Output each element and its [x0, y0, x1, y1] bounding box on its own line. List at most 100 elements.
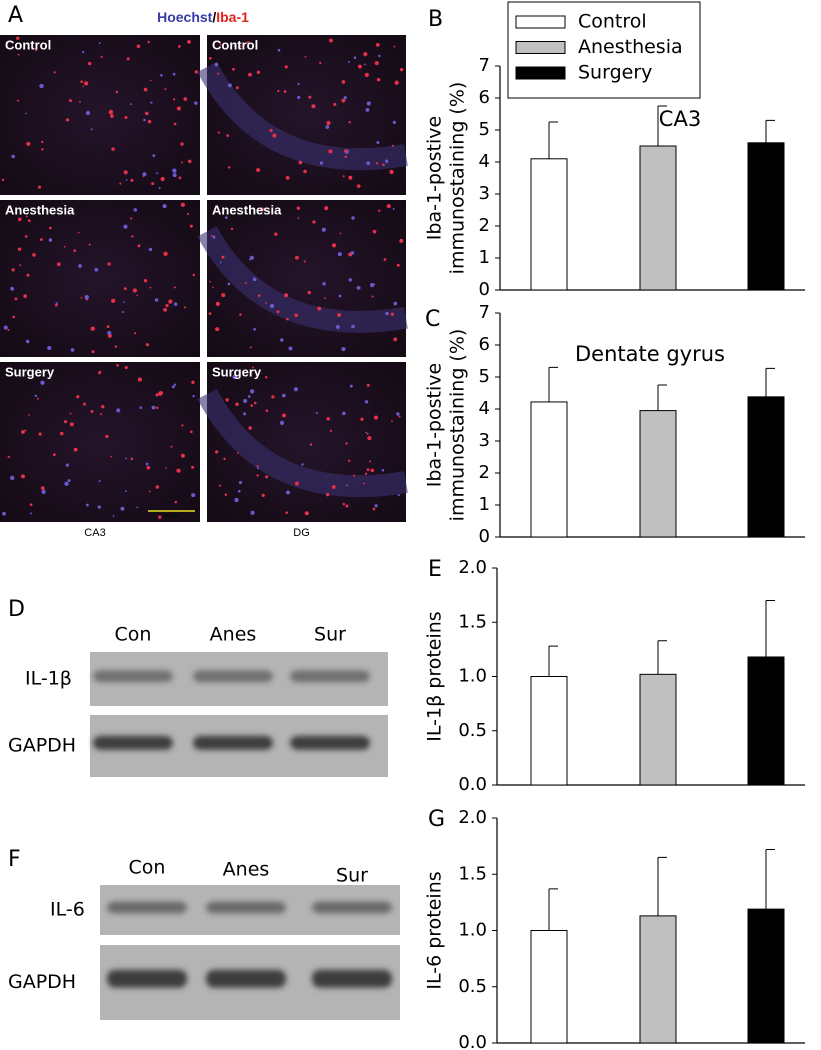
- micrograph: [0, 200, 200, 357]
- cell: [363, 482, 365, 485]
- y-tick-label: 5: [479, 366, 490, 387]
- error-bar: [765, 600, 775, 657]
- cell: [265, 475, 269, 479]
- cell: [244, 282, 247, 284]
- panel-letter: A: [8, 3, 23, 28]
- cell: [25, 112, 27, 115]
- cell: [17, 247, 22, 251]
- cell: [100, 413, 103, 416]
- cell: [247, 395, 251, 398]
- cell: [364, 400, 369, 404]
- cell: [180, 453, 185, 458]
- cell: [154, 298, 159, 302]
- cell: [160, 176, 165, 182]
- cell: [325, 125, 330, 129]
- cell: [123, 224, 128, 229]
- cell: [41, 206, 44, 209]
- cell: [49, 226, 52, 230]
- cell: [11, 154, 15, 159]
- cell: [328, 38, 333, 43]
- bar: [747, 656, 785, 786]
- cell: [342, 411, 346, 416]
- column-label: DG: [293, 527, 310, 539]
- cell: [249, 255, 254, 260]
- cell: [365, 431, 367, 434]
- cell: [48, 238, 53, 242]
- tile-label: Anesthesia: [5, 202, 75, 217]
- cell: [184, 306, 187, 309]
- panel-letter: C: [425, 307, 440, 332]
- cell: [2, 511, 6, 516]
- stain-part: Iba-1: [216, 9, 249, 25]
- cell: [375, 42, 380, 47]
- cell: [374, 61, 379, 66]
- cell: [256, 70, 261, 75]
- band: [193, 735, 273, 750]
- cell: [139, 406, 143, 410]
- cell: [90, 326, 95, 331]
- cell: [88, 243, 91, 246]
- y-tick-label: 5: [479, 119, 490, 140]
- cell: [378, 209, 381, 212]
- cell: [143, 279, 148, 283]
- cell: [232, 67, 235, 71]
- y-tick-label: 3: [479, 430, 490, 451]
- cell: [145, 111, 149, 116]
- cell: [116, 408, 121, 413]
- cell: [40, 486, 45, 491]
- cell: [63, 420, 68, 424]
- cell: [143, 118, 146, 122]
- band: [312, 901, 392, 914]
- cell: [17, 53, 20, 56]
- cell: [243, 398, 248, 403]
- cell: [348, 175, 353, 180]
- cell: [115, 90, 119, 94]
- cell: [112, 514, 115, 517]
- legend-label: Anesthesia: [578, 36, 683, 58]
- cell: [32, 253, 36, 257]
- y-tick-label: 4: [479, 398, 490, 419]
- y-tick-label: 0.5: [458, 720, 487, 741]
- cell: [172, 168, 177, 173]
- y-tick-label: 1: [479, 494, 490, 515]
- cell: [391, 420, 393, 422]
- cell: [367, 436, 372, 441]
- cell: [155, 393, 159, 397]
- bar: [747, 908, 785, 1044]
- cell: [261, 493, 265, 497]
- cell: [221, 293, 226, 298]
- y-tick-label: 1.5: [458, 611, 487, 632]
- cell: [10, 475, 15, 481]
- cell: [256, 168, 261, 173]
- y-tick-label: 0: [479, 279, 490, 300]
- cell: [400, 67, 404, 72]
- cell: [218, 484, 221, 487]
- bar: [747, 396, 785, 538]
- y-tick-label: 4: [479, 151, 490, 172]
- cell: [375, 162, 379, 165]
- panel-letter: D: [8, 597, 25, 622]
- cell: [224, 216, 228, 219]
- tile-label: Surgery: [5, 364, 55, 379]
- cell: [337, 252, 342, 257]
- cell: [34, 394, 38, 397]
- bar: [747, 142, 785, 291]
- cell: [227, 83, 232, 88]
- cell: [238, 481, 243, 485]
- cell: [383, 258, 387, 261]
- lane-label: Con: [115, 624, 152, 646]
- cell: [246, 41, 250, 45]
- cell: [17, 99, 20, 102]
- cell: [106, 325, 110, 329]
- cell: [349, 384, 353, 388]
- cell: [284, 293, 289, 298]
- cell: [307, 290, 311, 295]
- cell: [219, 43, 222, 46]
- cell: [210, 234, 213, 237]
- cell: [374, 504, 378, 508]
- cell: [214, 62, 219, 67]
- cell: [235, 402, 239, 406]
- cell: [130, 178, 134, 182]
- cell: [7, 455, 10, 458]
- cell: [237, 489, 241, 493]
